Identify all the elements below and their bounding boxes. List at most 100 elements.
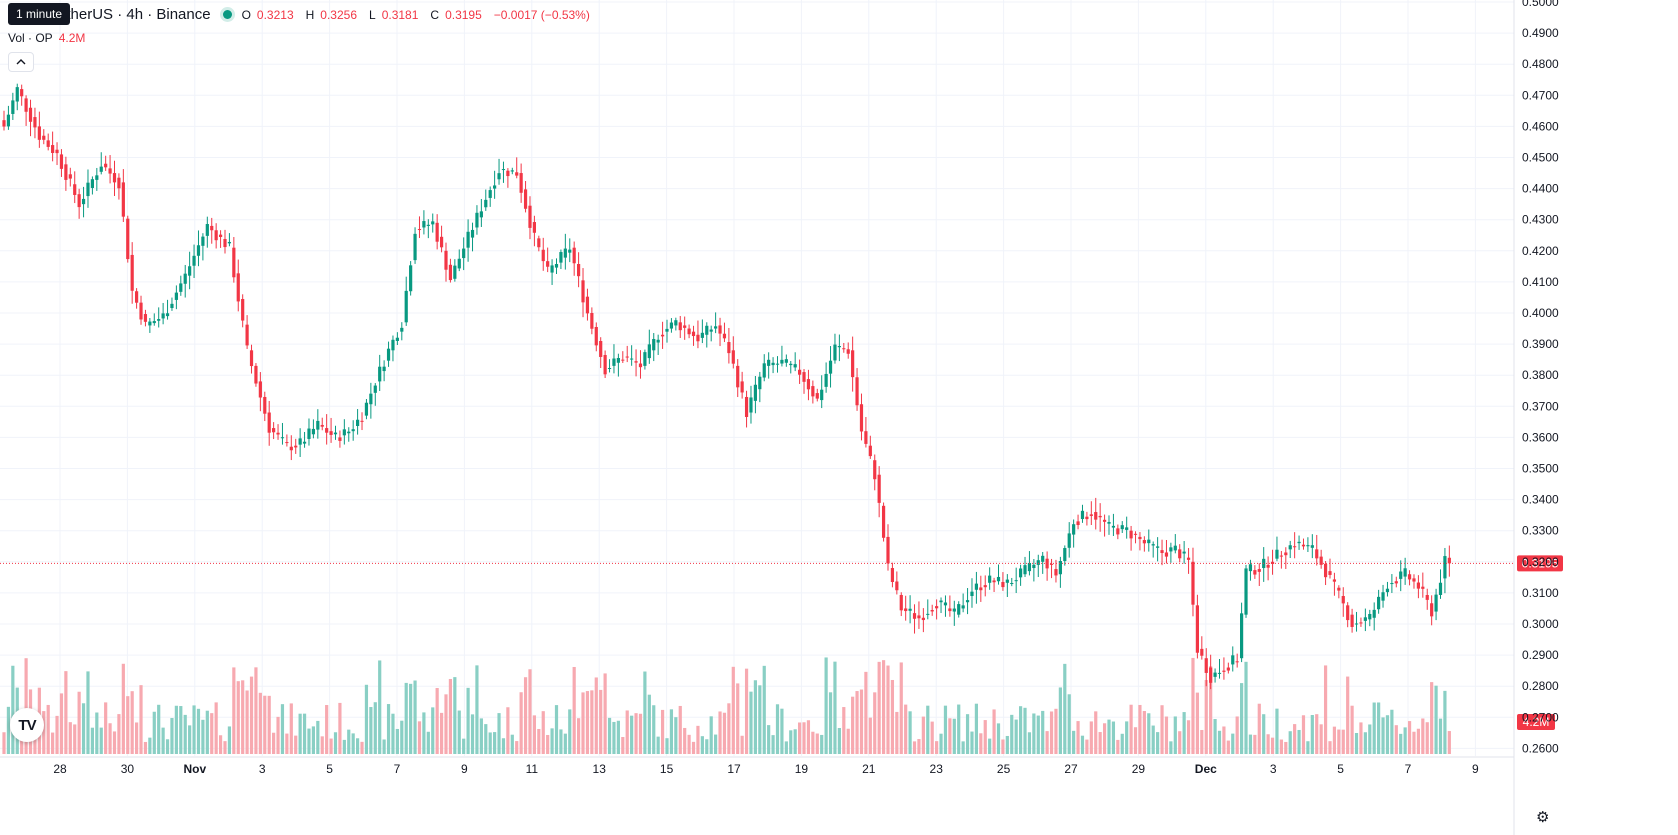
candle-body — [369, 393, 373, 405]
price-tick-label: 0.3400 — [1522, 493, 1559, 507]
candle-body — [1151, 544, 1155, 546]
candle-body — [537, 238, 541, 248]
volume-bar — [1323, 665, 1328, 754]
price-tick-label: 0.4700 — [1522, 88, 1559, 102]
volume-bar — [899, 662, 903, 754]
candle-body — [515, 172, 519, 176]
time-tick-label: 7 — [1405, 762, 1412, 776]
volume-bar — [280, 704, 285, 754]
candle-body — [705, 325, 709, 335]
volume-bar — [143, 741, 148, 754]
candle-body — [612, 358, 616, 366]
volume-bar — [263, 695, 267, 754]
candle-body — [965, 600, 970, 603]
volume-bar — [700, 736, 704, 754]
volume-bar — [453, 677, 457, 754]
volume-bar — [311, 726, 315, 754]
volume-bar — [1359, 722, 1363, 754]
volume-bar — [422, 712, 426, 754]
volume-label[interactable]: Vol · OP — [8, 31, 53, 45]
symbol-text[interactable]: etherUS · 4h · Binance — [58, 6, 211, 23]
low-value: 0.3181 — [381, 7, 419, 22]
volume-bar — [117, 714, 121, 754]
candle-body — [820, 389, 824, 401]
candle-body — [475, 212, 479, 228]
candle-body — [1275, 549, 1279, 559]
candle-body — [890, 568, 895, 583]
candle-body — [568, 249, 572, 253]
high-label: H — [305, 7, 315, 22]
volume-bar — [1275, 708, 1279, 754]
time-tick-label: 21 — [862, 762, 876, 776]
candle-body — [68, 174, 72, 179]
volume-bar — [1036, 715, 1040, 754]
volume-bar — [1443, 690, 1447, 754]
time-axis[interactable]: 28 30 Nov 3 5 7 9 11 13 15 17 19 21 23 25 27 29 Dec 3 5 7 9 — [0, 756, 1514, 776]
gear-icon[interactable]: ⚙ — [1536, 809, 1550, 826]
candle-body — [731, 350, 735, 364]
candle-body — [926, 613, 930, 615]
candle-body — [806, 379, 811, 390]
volume-bar — [1310, 715, 1314, 754]
candle-body — [298, 438, 302, 445]
price-axis[interactable]: 0.2600 0.2700 0.2800 0.2900 0.3000 0.3100 0.32… — [1513, 0, 1559, 835]
price-tick-label: 0.2700 — [1522, 710, 1559, 724]
volume-bar — [1306, 741, 1310, 754]
volume-bar — [1328, 741, 1332, 754]
volume-bar — [1182, 712, 1186, 754]
volume-bar — [395, 728, 399, 754]
candle-body — [1346, 605, 1350, 621]
time-tick-label: 19 — [795, 762, 809, 776]
chevron-up-icon — [16, 59, 26, 65]
volume-bar — [541, 711, 545, 754]
candle-body — [1257, 569, 1261, 572]
volume-bar — [550, 728, 554, 754]
candle-body — [1372, 609, 1376, 618]
volume-bar — [360, 741, 364, 754]
volume-bar — [1301, 715, 1306, 754]
candle-body — [798, 369, 802, 375]
candle-body — [64, 164, 68, 180]
volume-bar — [347, 729, 351, 754]
candle-body — [1226, 667, 1230, 671]
collapse-legend-button[interactable] — [8, 52, 34, 72]
candle-body — [1063, 548, 1067, 562]
price-tick-label: 0.4300 — [1522, 213, 1559, 227]
candle-body — [285, 442, 289, 444]
volume-bar — [272, 732, 276, 754]
volume-bar — [1120, 733, 1124, 754]
volume-bar — [338, 702, 342, 754]
volume-bar — [1434, 685, 1438, 754]
candle-body — [46, 140, 50, 147]
volume-bar — [325, 705, 329, 754]
volume-bar — [1284, 741, 1288, 754]
candle-body — [652, 338, 656, 351]
candle-body — [864, 431, 868, 444]
candle-body — [1323, 563, 1328, 578]
candle-body — [1116, 528, 1120, 535]
candle-body — [338, 437, 342, 441]
candle-body — [15, 87, 19, 102]
tradingview-logo[interactable]: TV — [10, 708, 44, 742]
candle-body — [767, 359, 771, 366]
candle-body — [1120, 525, 1124, 530]
candle-body — [603, 354, 607, 375]
candle-body — [360, 420, 364, 422]
candle-body — [621, 359, 625, 361]
volume-bar — [1049, 711, 1054, 754]
candle-body — [1138, 536, 1142, 540]
candle-body — [899, 594, 903, 611]
candle-body — [373, 385, 377, 393]
volume-bar — [1412, 731, 1416, 754]
candle-body — [904, 608, 908, 612]
candle-body — [590, 313, 594, 329]
volume-bar — [77, 691, 81, 754]
candle-body — [157, 319, 161, 321]
candle-body — [1438, 582, 1443, 595]
candle-body — [382, 366, 386, 372]
candle-body — [347, 431, 351, 434]
candle-body — [855, 377, 859, 406]
candle-body — [625, 356, 629, 358]
volume-bar — [935, 741, 939, 754]
